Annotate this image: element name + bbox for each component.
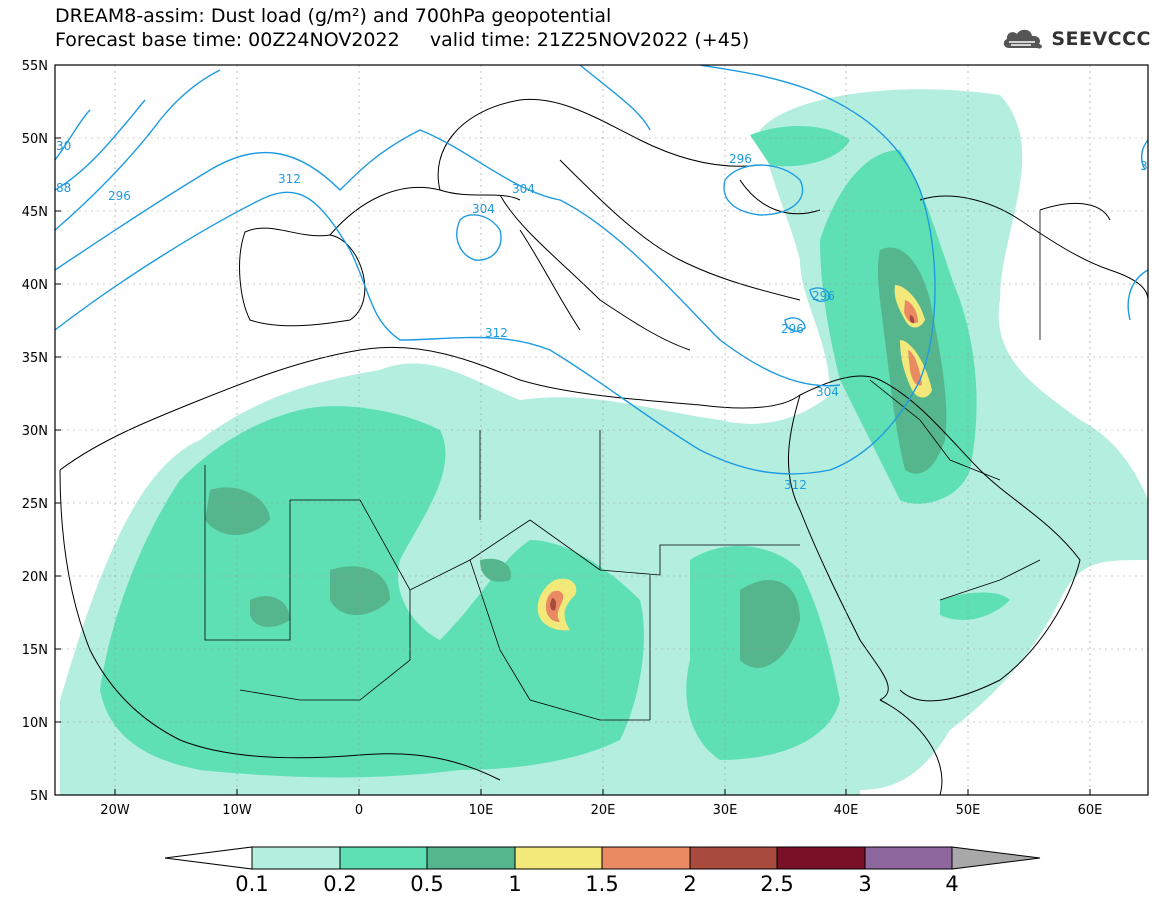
colorbar-segment xyxy=(251,846,341,870)
contour-label: 312 xyxy=(485,326,508,340)
colorbar-segment xyxy=(864,846,953,870)
colorbar-label: 2 xyxy=(683,872,696,896)
lon-label: 20E xyxy=(591,803,616,818)
lon-label: 60E xyxy=(1078,803,1103,818)
graticule xyxy=(55,65,1148,795)
lon-label: 20W xyxy=(100,803,130,818)
colorbar-lower-end xyxy=(164,846,253,870)
lat-label: 15N xyxy=(22,643,48,658)
contour-label: 296 xyxy=(729,152,752,166)
contour-label: 3 xyxy=(1140,159,1148,173)
contour-labels: 296 312 304 304 312 296 296 296 304 312 … xyxy=(56,139,1148,492)
lon-label: 30E xyxy=(713,803,738,818)
contour-label: 30 xyxy=(56,139,71,153)
lat-label: 10N xyxy=(22,716,48,731)
colorbar: 0.1 0.2 0.5 1 1.5 2 2.5 3 4 xyxy=(164,846,1041,896)
lat-label: 55N xyxy=(22,59,48,74)
lat-label: 40N xyxy=(22,278,48,293)
coastlines xyxy=(59,98,1148,795)
contour-label: 304 xyxy=(472,202,495,216)
lat-label: 35N xyxy=(22,351,48,366)
colorbar-label: 1.5 xyxy=(585,872,618,896)
colorbar-segment xyxy=(514,846,603,870)
lat-label: 30N xyxy=(22,424,48,439)
lat-label: 45N xyxy=(22,205,48,220)
lat-label: 20N xyxy=(22,570,48,585)
colorbar-upper-end xyxy=(951,846,1041,870)
contour-label: 304 xyxy=(816,385,839,399)
colorbar-label: 0.2 xyxy=(323,872,356,896)
lon-label: 40E xyxy=(834,803,859,818)
contour-label: 312 xyxy=(278,172,301,186)
lon-label: 0 xyxy=(355,803,363,818)
contour-label: 296 xyxy=(812,289,835,303)
forecast-time-subtitle: Forecast base time: 00Z24NOV2022 valid t… xyxy=(55,29,750,51)
colorbar-label: 0.5 xyxy=(410,872,443,896)
colorbar-segment xyxy=(689,846,778,870)
map-title: DREAM8-assim: Dust load (g/m²) and 700hP… xyxy=(55,5,612,27)
colorbar-label: 3 xyxy=(858,872,871,896)
country-borders xyxy=(204,210,1041,721)
cloud-icon xyxy=(1004,29,1043,49)
colorbar-segment xyxy=(426,846,516,870)
dust-layer-2 xyxy=(550,315,915,611)
contour-label: 88 xyxy=(56,181,71,195)
colorbar-segment xyxy=(339,846,428,870)
contour-label: 304 xyxy=(512,182,535,196)
lat-label: 25N xyxy=(22,497,48,512)
seevccc-logo: SEEVCCC xyxy=(1001,26,1151,52)
logo-text: SEEVCCC xyxy=(1051,28,1151,50)
colorbar-label: 2.5 xyxy=(760,872,793,896)
colorbar-segment xyxy=(601,846,691,870)
axis-ticks xyxy=(55,64,1091,795)
lat-label: 50N xyxy=(22,132,48,147)
contour-label: 312 xyxy=(784,478,807,492)
lon-label: 10W xyxy=(222,803,252,818)
contour-label: 296 xyxy=(108,189,131,203)
lon-label: 10E xyxy=(469,803,494,818)
colorbar-label: 1 xyxy=(508,872,521,896)
colorbar-label: 0.1 xyxy=(235,872,268,896)
lat-label: 5N xyxy=(30,789,48,804)
colorbar-label: 4 xyxy=(945,872,958,896)
latitude-labels: 55N 50N 45N 40N 35N 30N 25N 20N 15N 10N … xyxy=(22,59,48,804)
colorbar-segment xyxy=(776,846,866,870)
lon-label: 50E xyxy=(956,803,981,818)
longitude-labels: 20W 10W 0 10E 20E 30E 40E 50E 60E xyxy=(100,803,1102,818)
geopotential-contours xyxy=(55,65,1148,475)
contour-label: 296 xyxy=(781,322,804,336)
